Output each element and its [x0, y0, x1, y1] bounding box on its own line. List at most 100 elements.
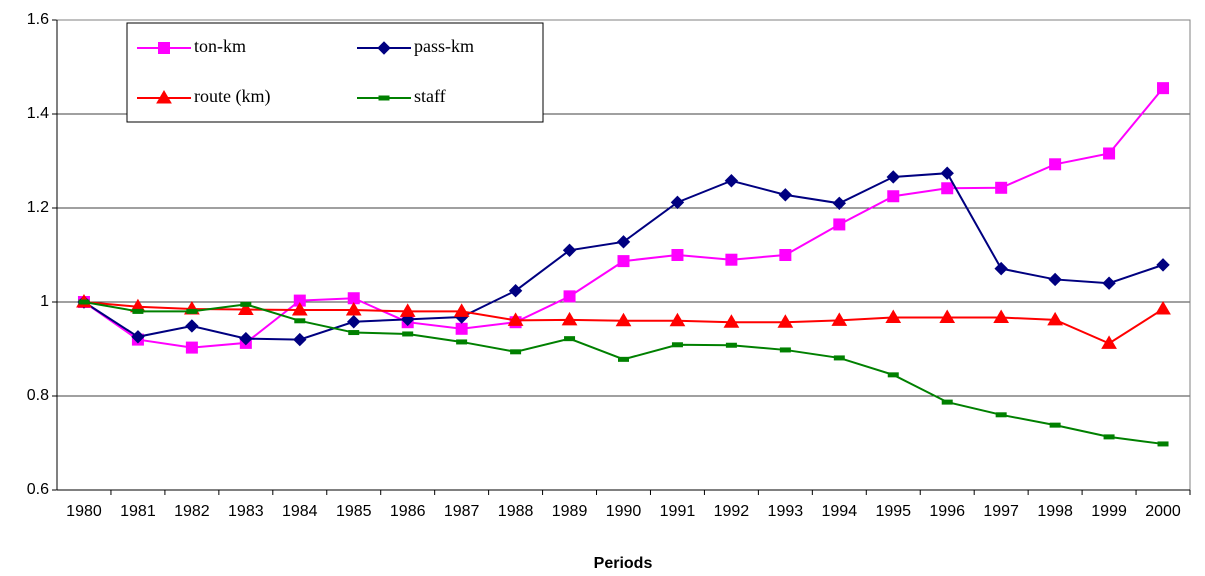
marker [291, 301, 308, 316]
marker [671, 342, 683, 348]
marker [456, 339, 468, 345]
marker [618, 356, 629, 362]
marker [1155, 301, 1171, 315]
marker [616, 235, 631, 249]
x-tick-label: 1990 [606, 503, 642, 520]
legend-box [126, 22, 544, 123]
marker [507, 312, 524, 326]
marker [777, 314, 794, 328]
marker [994, 261, 1008, 276]
marker [833, 218, 846, 231]
marker [185, 319, 199, 333]
marker [455, 322, 468, 335]
marker [186, 308, 198, 314]
y-tick-label: 1.6 [27, 11, 49, 28]
x-tick-label: 1980 [66, 503, 102, 520]
marker [831, 312, 848, 326]
x-tick-label: 1989 [552, 503, 588, 520]
x-tick-label: 2000 [1145, 503, 1181, 520]
marker [615, 312, 632, 327]
marker [377, 41, 391, 55]
marker [941, 399, 953, 405]
marker [724, 174, 739, 188]
marker [240, 301, 252, 307]
marker [1049, 422, 1061, 428]
x-axis-title: Periods [594, 555, 653, 572]
marker [561, 311, 578, 326]
marker [453, 303, 470, 317]
x-tick-label: 1991 [660, 503, 696, 520]
y-tick-label: 0.6 [27, 481, 49, 498]
y-tick-label: 1.2 [27, 199, 49, 216]
marker [779, 347, 791, 353]
x-tick-label: 1993 [768, 503, 804, 520]
marker [510, 349, 522, 355]
marker [995, 181, 1008, 194]
marker [940, 166, 954, 180]
marker [670, 195, 685, 210]
x-tick-label: 1998 [1037, 503, 1073, 520]
marker [832, 196, 847, 211]
y-tick-label: 1 [40, 293, 49, 310]
x-tick-label: 1981 [120, 503, 156, 520]
x-tick-label: 1996 [929, 503, 965, 520]
marker [671, 249, 684, 261]
marker [941, 182, 954, 195]
marker [885, 309, 902, 324]
x-tick-label: 1999 [1091, 503, 1127, 520]
marker [563, 290, 576, 303]
marker [185, 341, 198, 354]
x-tick-label: 1992 [714, 503, 750, 520]
marker [779, 249, 792, 261]
marker [617, 255, 630, 268]
x-tick-label: 1985 [336, 503, 372, 520]
marker [1047, 311, 1063, 326]
marker [293, 332, 307, 347]
legend-label: route (km) [194, 86, 270, 107]
marker [1049, 158, 1062, 171]
marker [1102, 276, 1116, 290]
marker [348, 330, 360, 336]
marker [402, 331, 414, 337]
legend-label: staff [414, 86, 446, 106]
marker [158, 42, 170, 54]
y-tick-label: 1.4 [27, 105, 49, 122]
marker [237, 301, 254, 316]
marker [1048, 272, 1062, 287]
x-tick-label: 1983 [228, 503, 264, 520]
marker [1103, 147, 1116, 160]
marker [564, 336, 576, 342]
marker [887, 372, 899, 378]
marker [78, 299, 90, 305]
marker [347, 315, 361, 329]
marker [156, 90, 172, 104]
x-tick-label: 1986 [390, 503, 426, 520]
x-tick-label: 1987 [444, 503, 480, 520]
legend-label: pass-km [414, 36, 474, 56]
marker [399, 303, 416, 317]
y-tick-label: 0.8 [27, 387, 49, 404]
marker [131, 330, 145, 344]
marker [239, 331, 253, 346]
marker [725, 342, 737, 348]
marker [1156, 258, 1170, 272]
marker [995, 412, 1007, 418]
x-tick-label: 1988 [498, 503, 534, 520]
marker [562, 243, 577, 258]
x-tick-label: 1995 [875, 503, 911, 520]
marker [939, 309, 956, 324]
marker [1157, 82, 1170, 95]
marker [132, 308, 144, 314]
marker [886, 170, 900, 184]
x-tick-label: 1994 [822, 503, 858, 520]
marker [723, 314, 740, 328]
marker [669, 312, 686, 327]
legend-label: ton-km [194, 36, 246, 56]
marker [993, 309, 1010, 324]
x-tick-label: 1997 [983, 503, 1019, 520]
x-tick-label: 1982 [174, 503, 210, 520]
marker [778, 188, 793, 202]
marker [725, 253, 738, 266]
marker [1103, 434, 1115, 440]
